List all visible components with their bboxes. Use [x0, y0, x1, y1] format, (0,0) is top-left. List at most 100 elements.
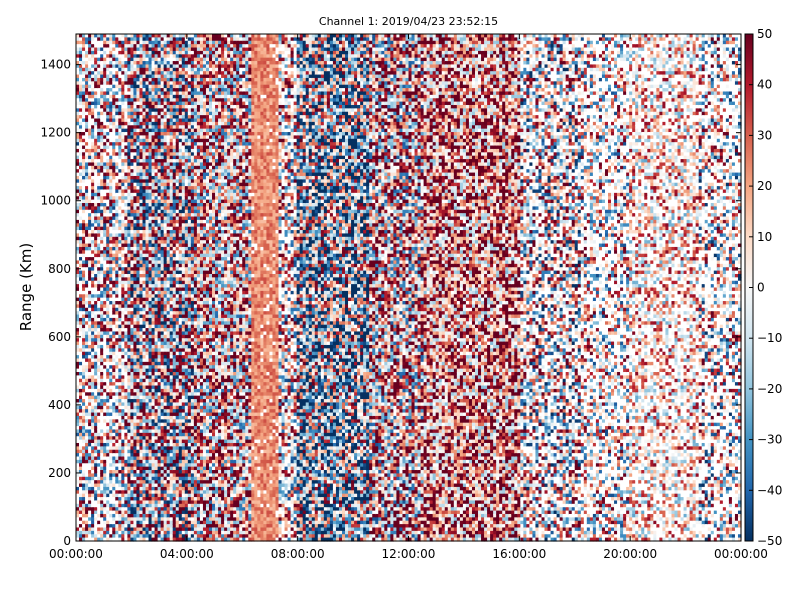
heatmap-cell [115, 466, 119, 471]
heatmap-cell [91, 206, 95, 211]
heatmap-cell [82, 243, 86, 248]
heatmap-cell [103, 453, 107, 458]
heatmap-cell [91, 159, 95, 164]
heatmap-cell [82, 507, 86, 512]
heatmap-cell [79, 314, 83, 319]
heatmap-cell [88, 67, 92, 72]
heatmap-cell [82, 459, 86, 464]
heatmap-cell [130, 132, 135, 136]
heatmap-cell [118, 473, 122, 478]
heatmap-cell [79, 115, 83, 120]
heatmap-cell [79, 355, 83, 360]
heatmap-cell [109, 189, 113, 194]
heatmap-cell [112, 324, 116, 329]
heatmap-cell [88, 128, 92, 133]
heatmap-cell [118, 284, 122, 289]
heatmap-cell [100, 358, 104, 363]
heatmap-cell [94, 415, 98, 420]
heatmap-cell [79, 61, 83, 66]
heatmap-cell [97, 101, 101, 106]
heatmap-cell [115, 253, 119, 258]
heatmap-cell [130, 159, 135, 164]
heatmap-cell [103, 429, 107, 434]
heatmap-cell [109, 446, 113, 451]
heatmap-cell [127, 172, 132, 177]
heatmap-cell [103, 273, 107, 278]
heatmap-cell [82, 534, 86, 539]
heatmap-cell [85, 378, 89, 383]
heatmap-cell [100, 503, 104, 508]
heatmap-cell [127, 294, 132, 299]
heatmap-cell [79, 328, 83, 333]
heatmap-cell [103, 324, 107, 329]
heatmap-cell [118, 223, 122, 228]
heatmap-cell [85, 385, 89, 390]
heatmap-cell [106, 388, 110, 393]
heatmap-cell [88, 138, 92, 143]
heatmap-cell [82, 142, 86, 147]
heatmap-cell [103, 338, 107, 343]
heatmap-cell [121, 94, 125, 99]
heatmap-cell [103, 301, 107, 305]
heatmap-cell [88, 459, 92, 464]
heatmap-cell [124, 344, 128, 349]
heatmap-cell [118, 294, 122, 299]
heatmap-cell [130, 108, 135, 113]
heatmap-cell [85, 365, 89, 370]
heatmap-cell [97, 365, 101, 370]
heatmap-cell [130, 98, 135, 103]
heatmap-cell [97, 240, 101, 245]
heatmap-cell [118, 483, 122, 488]
heatmap-cell [85, 273, 89, 278]
heatmap-cell [94, 128, 98, 133]
heatmap-cell [127, 101, 132, 106]
heatmap-cell [88, 534, 92, 539]
heatmap-cell [85, 280, 89, 285]
heatmap-cell [118, 230, 122, 235]
heatmap-cell [127, 517, 132, 522]
heatmap-cell [130, 54, 135, 59]
heatmap-cell [100, 338, 104, 343]
heatmap-cell [100, 290, 104, 295]
heatmap-cell [76, 324, 80, 329]
heatmap-cell [121, 314, 125, 319]
heatmap-cell [127, 280, 132, 285]
heatmap-cell [118, 260, 122, 265]
heatmap-cell [91, 331, 95, 336]
heatmap-cell [115, 294, 119, 299]
heatmap-cell [85, 324, 89, 329]
heatmap-cell [91, 480, 95, 485]
heatmap-cell [76, 257, 80, 262]
heatmap-cell [79, 358, 83, 363]
heatmap-cell [115, 429, 119, 434]
heatmap-cell [97, 175, 101, 180]
heatmap-cell [124, 324, 128, 329]
heatmap-cell [124, 304, 128, 309]
heatmap-cell [94, 263, 98, 268]
heatmap-cell [121, 47, 125, 52]
heatmap-cell [97, 196, 101, 201]
heatmap-cell [112, 527, 116, 532]
heatmap-cell [85, 426, 89, 431]
heatmap-cell [103, 463, 107, 468]
heatmap-cell [109, 230, 113, 235]
heatmap-cell [100, 422, 104, 427]
heatmap-cell [109, 104, 113, 109]
heatmap-cell [124, 392, 128, 397]
heatmap-cell [97, 186, 101, 191]
heatmap-cell [103, 98, 107, 103]
heatmap-cell [94, 203, 98, 207]
heatmap-cell [91, 361, 95, 366]
heatmap-cell [91, 486, 95, 491]
heatmap-cell [100, 341, 104, 346]
heatmap-cell [94, 175, 98, 180]
heatmap-cell [115, 152, 119, 157]
heatmap-cell [121, 61, 125, 66]
heatmap-cell [85, 270, 89, 275]
heatmap-cell [118, 98, 122, 103]
heatmap-cell [109, 415, 113, 420]
heatmap-cell [124, 378, 128, 383]
heatmap-cell [112, 34, 116, 38]
heatmap-cell [103, 432, 107, 437]
heatmap-cell [121, 115, 125, 120]
